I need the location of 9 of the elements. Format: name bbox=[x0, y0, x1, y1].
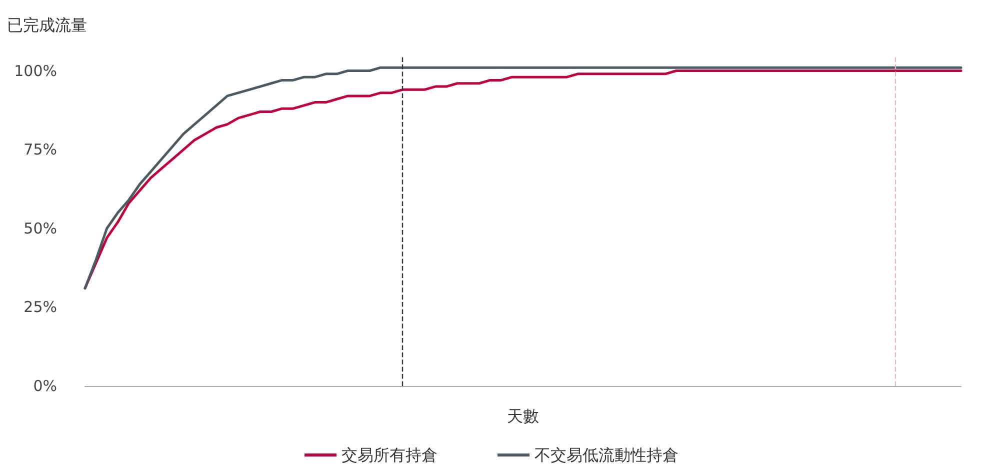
x-axis-title: 天數 bbox=[507, 406, 539, 426]
y-tick-label: 0% bbox=[33, 377, 57, 395]
y-tick-label: 100% bbox=[14, 62, 57, 80]
y-tick-label: 25% bbox=[24, 298, 57, 316]
y-tick-label: 50% bbox=[24, 219, 57, 238]
legend-label: 不交易低流動性持倉 bbox=[534, 446, 678, 464]
legend-label: 交易所有持倉 bbox=[342, 446, 438, 464]
y-tick-label: 75% bbox=[24, 140, 57, 159]
y-axis-title: 已完成流量 bbox=[7, 16, 87, 34]
